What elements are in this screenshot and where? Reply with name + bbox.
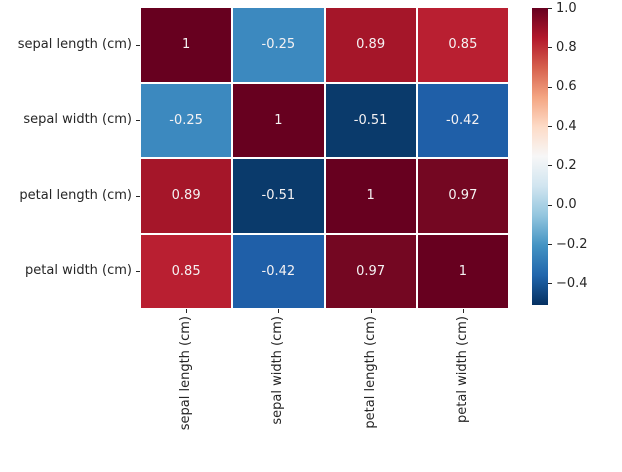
cell-annotation: -0.51 bbox=[353, 112, 388, 128]
cell-annotation: -0.42 bbox=[261, 263, 296, 279]
colorbar-tick-label: 0.8 bbox=[556, 39, 577, 55]
heatmap-cell: -0.42 bbox=[233, 234, 324, 308]
heatmap-cell: -0.42 bbox=[417, 83, 508, 157]
y-tick-label: sepal width (cm) bbox=[23, 112, 132, 128]
y-tick-mark bbox=[136, 120, 140, 122]
colorbar-tick-mark bbox=[548, 47, 552, 49]
cell-annotation: -0.42 bbox=[446, 112, 480, 128]
colorbar-tick-label: 0.2 bbox=[556, 157, 577, 173]
y-tick-mark bbox=[136, 44, 140, 46]
colorbar-tick-mark bbox=[548, 126, 552, 127]
y-tick-mark bbox=[136, 195, 140, 197]
colorbar-tick-label: 0.0 bbox=[556, 197, 577, 213]
cell-annotation: 1 bbox=[181, 37, 191, 53]
colorbar-tick-label: 0.6 bbox=[556, 79, 577, 95]
cell-annotation: 1 bbox=[366, 188, 375, 204]
y-tick-mark bbox=[136, 271, 140, 273]
heatmap-grid: 1 -0.25 0.89 0.85 -0.25 1 -0.51 -0.42 0.89 -0.51 1… bbox=[141, 8, 508, 308]
colorbar-tick-mark bbox=[548, 8, 552, 9]
colorbar-tick-mark bbox=[548, 165, 552, 167]
heatmap-cell: 0.89 bbox=[325, 8, 416, 82]
x-tick-mark bbox=[278, 309, 280, 313]
cell-annotation: 0.85 bbox=[448, 37, 478, 53]
x-tick-mark bbox=[462, 309, 464, 313]
heatmap-cell: 0.97 bbox=[325, 234, 416, 308]
heatmap-cell: -0.25 bbox=[141, 83, 232, 157]
heatmap-cell: -0.51 bbox=[325, 83, 416, 157]
heatmap-cell: -0.51 bbox=[233, 159, 324, 233]
cell-annotation: -0.51 bbox=[261, 188, 296, 204]
heatmap-cell: 0.97 bbox=[417, 159, 508, 233]
heatmap-cell: 0.89 bbox=[141, 159, 232, 233]
colorbar-tick-label: −0.2 bbox=[556, 236, 588, 252]
cell-annotation: 0.85 bbox=[171, 263, 201, 279]
heatmap-cell: -0.25 bbox=[233, 8, 324, 82]
y-tick-label: sepal length (cm) bbox=[17, 36, 132, 52]
x-tick-label: petal length (cm) bbox=[362, 316, 378, 429]
colorbar-tick-mark bbox=[548, 244, 552, 246]
colorbar-tick-label: −0.4 bbox=[556, 275, 588, 291]
heatmap-cell: 0.85 bbox=[141, 234, 232, 308]
x-tick-mark bbox=[186, 309, 188, 313]
cell-annotation: -0.25 bbox=[169, 112, 203, 128]
cell-annotation: 0.89 bbox=[356, 37, 386, 53]
y-tick-label: petal width (cm) bbox=[25, 263, 132, 279]
colorbar-tick-mark bbox=[548, 204, 552, 206]
y-tick-label: petal length (cm) bbox=[19, 187, 132, 203]
cell-annotation: 0.89 bbox=[171, 188, 201, 204]
heatmap-cell: 1 bbox=[325, 159, 416, 233]
x-tick-mark bbox=[370, 309, 372, 313]
colorbar-tick-mark bbox=[548, 86, 552, 88]
cell-annotation: -0.25 bbox=[261, 37, 296, 53]
colorbar-tick-label: 1.0 bbox=[556, 0, 577, 16]
x-tick-label: petal width (cm) bbox=[454, 316, 470, 423]
x-tick-label: sepal length (cm) bbox=[178, 316, 194, 431]
cell-annotation: 1 bbox=[458, 263, 468, 279]
colorbar-tick-mark bbox=[548, 283, 552, 285]
cell-annotation: 0.97 bbox=[448, 188, 478, 204]
colorbar-tick-label: 0.4 bbox=[556, 118, 577, 134]
x-tick-label: sepal width (cm) bbox=[270, 316, 286, 425]
heatmap-cell: 1 bbox=[417, 234, 508, 308]
cell-annotation: 1 bbox=[274, 112, 283, 128]
heatmap-cell: 1 bbox=[233, 83, 324, 157]
cell-annotation: 0.97 bbox=[356, 263, 386, 279]
colorbar-gradient bbox=[532, 8, 548, 305]
heatmap-cell: 1 bbox=[141, 8, 232, 82]
heatmap-cell: 0.85 bbox=[417, 8, 508, 82]
